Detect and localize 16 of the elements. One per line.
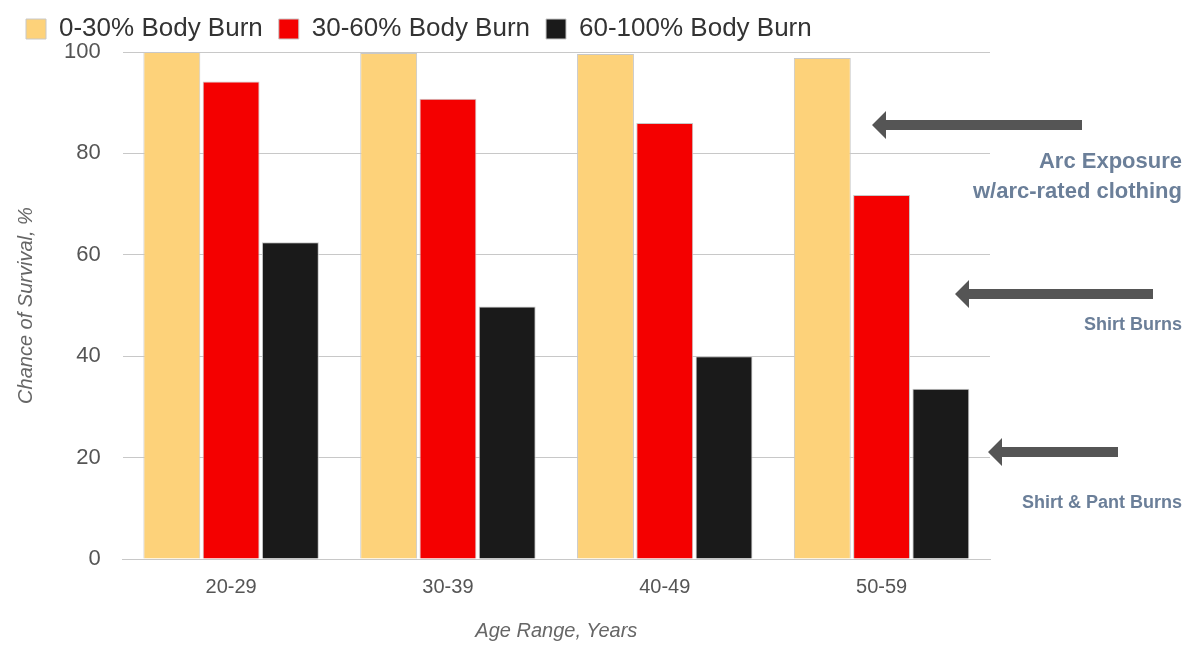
y-axis-title: Chance of Survival, % <box>13 207 36 404</box>
legend-label: 60-100% Body Burn <box>579 12 812 43</box>
x-tick-label: 30-39 <box>422 574 474 597</box>
x-tick-label: 50-59 <box>856 574 908 597</box>
text: Shirt & Pant Burns <box>1021 491 1182 514</box>
y-tick-label: 20 <box>76 443 101 469</box>
legend-label: 30-60% Body Burn <box>311 12 531 43</box>
x-tick-label: 40-49 <box>639 574 691 597</box>
annotation: Arc Exposure w/arc-rated clothing <box>972 147 1182 205</box>
text: Shirt Burns <box>1083 313 1182 336</box>
y-tick-label: 40 <box>76 342 101 368</box>
y-tick-label: 60 <box>76 240 101 266</box>
y-tick-label: 80 <box>76 139 101 165</box>
x-tick-label: 20-29 <box>205 574 257 597</box>
y-tick-label: 0 <box>88 545 101 571</box>
x-axis-title: Age Range, Years <box>474 618 638 641</box>
